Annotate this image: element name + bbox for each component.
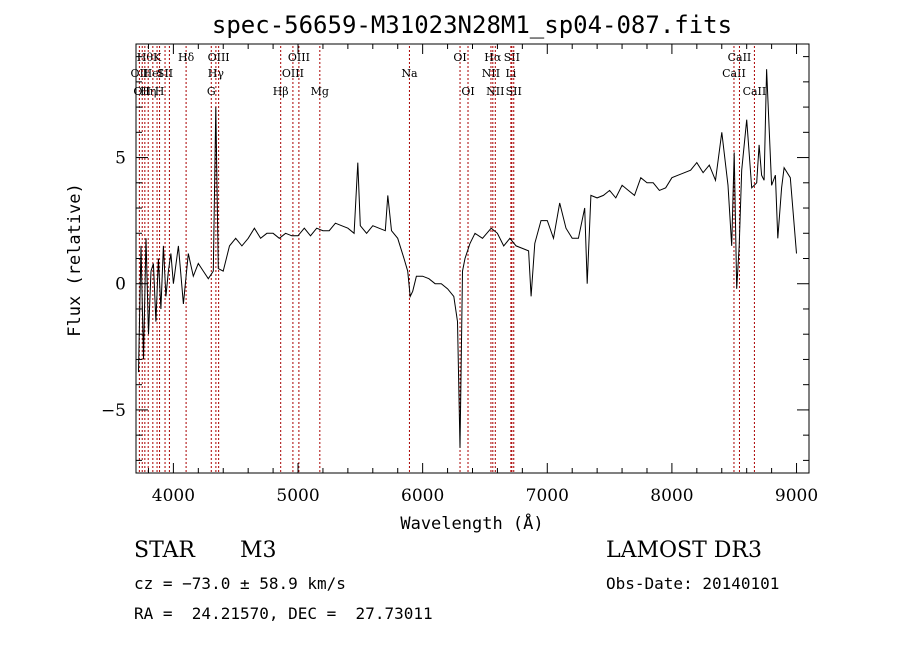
marker-label: Hα [484,51,502,64]
marker-label: Hβ [273,85,289,98]
marker-label: CaII [743,85,767,98]
y-tick-label: 5 [115,149,126,169]
marker-label: Mg [311,85,329,98]
marker-label: CaII [728,51,752,64]
x-tick-label: 5000 [276,486,319,506]
spectrum-chart: spec-56659-M31023N28M1_sp04-087.fits OII… [65,11,818,534]
marker-label: Na [401,67,418,80]
x-tick-label: 7000 [526,486,569,506]
marker-label: OIII [288,51,310,64]
object-class: STAR [134,538,195,563]
plot-frame [135,43,810,474]
survey-name: LAMOST DR3 [606,538,762,563]
spectral-line-markers: OII OII Hθ Hη HeI K H SII Hδ G Hγ OIII Hβ OIII OIII Mg N… [131,46,767,472]
marker-label: OIII [208,51,230,64]
marker-label: Hη [140,85,156,98]
marker-label: Hθ [137,51,154,64]
chart-title: spec-56659-M31023N28M1_sp04-087.fits [212,11,732,39]
x-tick-label: 6000 [401,486,444,506]
y-axis-label: Flux (relative) [65,183,85,337]
marker-label: OI [453,51,466,64]
x-axis-label: Wavelength (Å) [400,512,543,534]
marker-label: SII [504,51,520,64]
marker-label: Hγ [208,67,225,80]
y-tick-label: −5 [101,401,126,421]
spectrum-series [138,69,797,448]
object-subclass: M3 [240,538,277,563]
observation-date: Obs-Date: 20140101 [606,574,780,593]
marker-label: HeI [143,67,163,80]
x-axis-ticks: 4000 5000 6000 7000 8000 9000 [147,44,818,506]
marker-label: OII [133,85,151,98]
coordinates: RA = 24.21570, DEC = 27.73011 [134,604,433,623]
y-axis-ticks: −5 0 5 [101,56,809,461]
marker-label: SII [506,85,522,98]
marker-label: CaII [722,67,746,80]
x-tick-label: 8000 [650,486,693,506]
y-tick-label: 0 [115,275,126,295]
marker-label: H [155,85,165,98]
marker-label: OI [461,85,474,98]
x-tick-label: 9000 [775,486,818,506]
marker-label: NII [486,85,504,98]
marker-label: OII [131,67,149,80]
marker-label: G [207,85,216,98]
marker-label: NII [482,67,500,80]
redshift-value: cz = −73.0 ± 58.9 km/s [134,574,346,593]
marker-label: Hδ [178,51,195,64]
marker-label: SII [157,67,173,80]
x-tick-label: 4000 [152,486,195,506]
marker-label: OIII [282,67,304,80]
marker-label: Li [505,67,516,80]
marker-label: K [153,51,162,64]
spectrum-line [138,69,797,448]
